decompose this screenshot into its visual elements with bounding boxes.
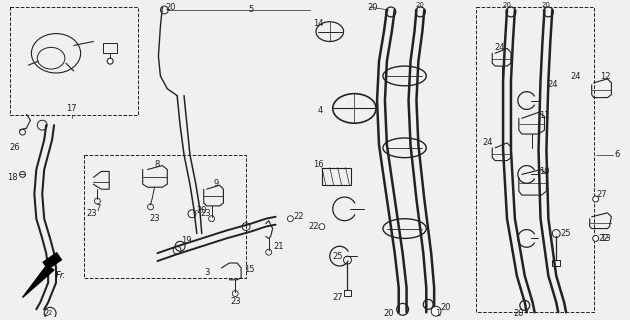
Text: 20: 20 (384, 309, 394, 318)
Text: 20: 20 (368, 3, 379, 12)
Text: 7: 7 (96, 204, 101, 213)
Bar (42, 252, 62, 270)
Polygon shape (23, 266, 54, 298)
Text: 22: 22 (309, 222, 319, 231)
Text: 12: 12 (600, 72, 610, 81)
Bar (84, 155, 246, 278)
Text: 5: 5 (248, 5, 254, 14)
Text: 20: 20 (441, 303, 451, 312)
Text: 21: 21 (273, 242, 284, 251)
Text: 24: 24 (482, 138, 493, 148)
Text: 25: 25 (333, 252, 343, 260)
Text: 22: 22 (293, 212, 304, 221)
Text: 25: 25 (561, 229, 571, 238)
Text: 20: 20 (416, 2, 425, 8)
Text: 9: 9 (214, 179, 219, 188)
Text: 13: 13 (600, 234, 611, 243)
Bar (553, 260, 560, 266)
Bar (9, 7, 138, 115)
Text: 23: 23 (200, 209, 211, 218)
Text: 14: 14 (312, 19, 323, 28)
Circle shape (593, 196, 598, 202)
Text: 10: 10 (539, 167, 550, 176)
Text: 20: 20 (197, 206, 207, 215)
Circle shape (431, 306, 441, 316)
Bar (476, 7, 593, 312)
Text: 27: 27 (333, 293, 343, 302)
Text: 1: 1 (435, 309, 441, 318)
Text: 20: 20 (503, 2, 512, 8)
Text: 20: 20 (165, 4, 176, 12)
Text: 23: 23 (230, 297, 241, 306)
Circle shape (319, 224, 325, 229)
Text: 27: 27 (596, 190, 607, 199)
Text: 3: 3 (204, 268, 209, 277)
Text: 4: 4 (318, 106, 323, 115)
Text: 8: 8 (155, 160, 160, 169)
Bar (343, 290, 352, 296)
Text: 24: 24 (547, 80, 558, 89)
Text: 20: 20 (513, 309, 524, 318)
Text: 11: 11 (539, 111, 550, 120)
Text: 24: 24 (494, 43, 505, 52)
Text: 20: 20 (542, 2, 551, 8)
Text: 16: 16 (312, 160, 323, 169)
Text: 26: 26 (9, 143, 20, 152)
Text: 2: 2 (48, 310, 52, 316)
Text: 23: 23 (149, 214, 160, 223)
Text: 2: 2 (43, 309, 49, 318)
Bar (103, 44, 117, 53)
Text: 17: 17 (66, 104, 77, 113)
Bar (322, 167, 352, 185)
Text: 19: 19 (181, 236, 192, 245)
Text: 24: 24 (571, 72, 581, 81)
Text: 23: 23 (86, 209, 97, 218)
Text: 18: 18 (8, 173, 18, 182)
Text: 15: 15 (244, 265, 255, 275)
Circle shape (287, 216, 294, 222)
Text: 22: 22 (598, 234, 609, 243)
Circle shape (593, 236, 598, 241)
Circle shape (107, 58, 113, 64)
Text: 6: 6 (615, 150, 620, 159)
Text: Fr.: Fr. (56, 271, 66, 280)
